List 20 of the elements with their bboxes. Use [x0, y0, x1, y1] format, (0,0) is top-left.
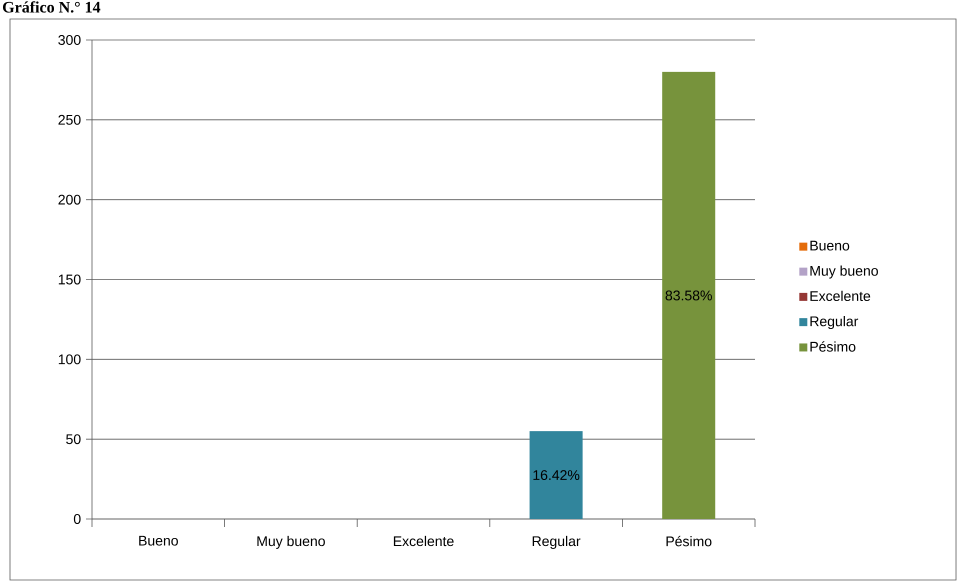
y-tick-label: 150: [58, 274, 81, 284]
chart-title: Gráfico N.° 14: [2, 1, 100, 13]
x-tick-label: Muy bueno: [257, 536, 325, 549]
annotation: 83.58%: [666, 290, 712, 300]
y-tick-label: 0: [74, 514, 81, 524]
legend-label: Bueno: [810, 240, 850, 251]
legend-label: Excelente: [810, 290, 870, 302]
legend-label: Muy bueno: [810, 266, 878, 279]
x-tick-label: Regular: [532, 536, 580, 549]
y-tick-label: 100: [58, 354, 81, 364]
legend-label: Pésimo: [810, 341, 856, 352]
legend-label: Regular: [810, 316, 858, 330]
x-tick-label: Pésimo: [666, 536, 712, 546]
y-tick-label: 50: [66, 434, 81, 444]
annotation: 16.42%: [533, 470, 580, 480]
x-tick-label: Excelente: [394, 536, 454, 546]
y-tick-label: 200: [58, 194, 81, 205]
y-tick-label: 250: [58, 114, 81, 125]
x-tick-label: Bueno: [139, 536, 178, 546]
y-tick-label: 300: [58, 35, 81, 45]
